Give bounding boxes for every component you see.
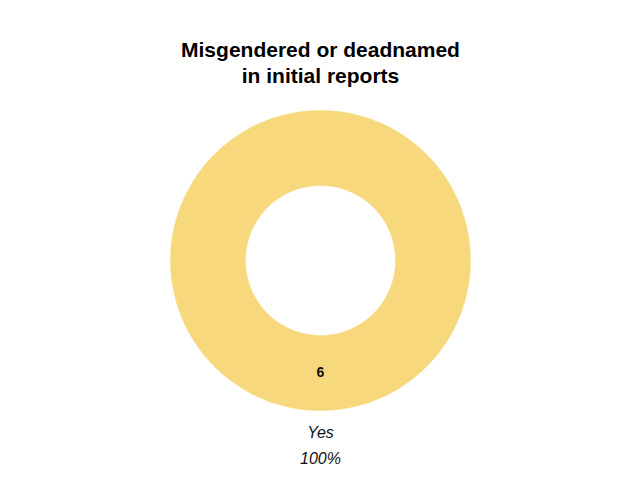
svg-text:Yes: Yes (307, 424, 334, 441)
svg-text:100%: 100% (300, 450, 341, 467)
svg-text:6: 6 (317, 364, 325, 380)
svg-text:Misgendered or deadnamedin ini: Misgendered or deadnamedin initial repor… (181, 38, 460, 87)
